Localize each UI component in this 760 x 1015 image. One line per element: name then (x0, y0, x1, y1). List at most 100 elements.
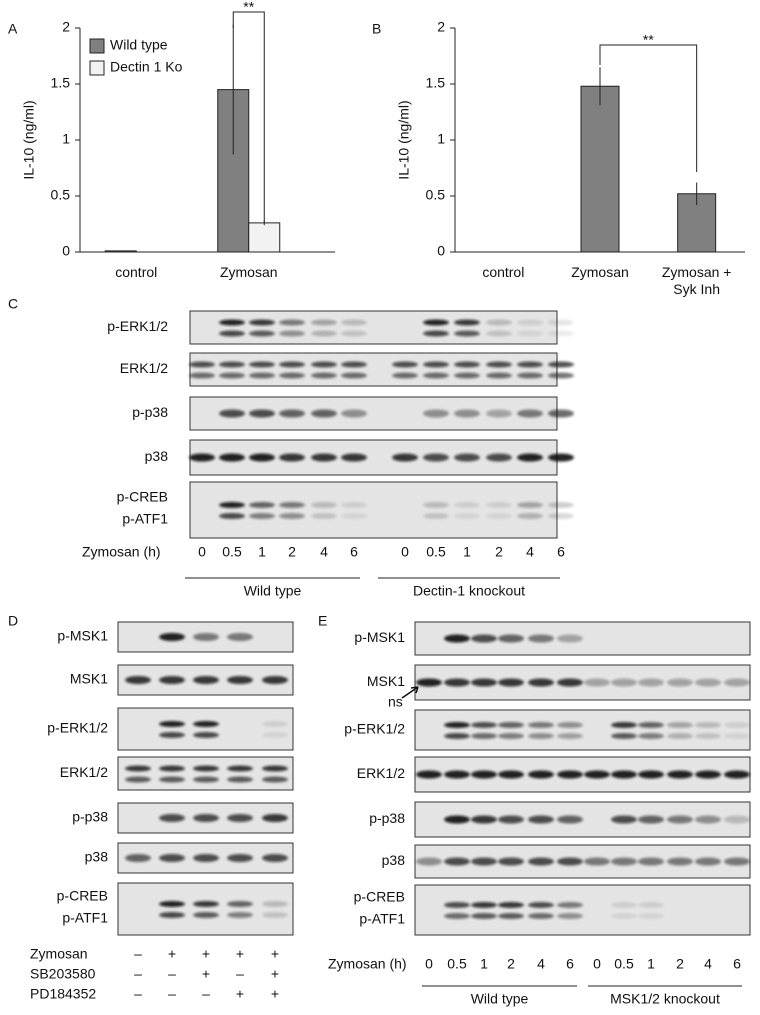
band (498, 815, 524, 824)
significance-label: ** (243, 0, 254, 15)
row-label: MSK1 (70, 671, 108, 687)
band (557, 678, 583, 687)
band (695, 815, 721, 824)
band (498, 634, 524, 643)
y-tick-label: 1 (62, 131, 70, 147)
band (471, 770, 497, 779)
band (528, 678, 554, 687)
band (517, 409, 543, 418)
row-label: p-ATF1 (62, 910, 108, 926)
band (444, 857, 470, 866)
band (125, 676, 151, 684)
y-tick-label: 1 (437, 131, 445, 147)
band (611, 902, 637, 908)
band (471, 857, 497, 866)
band (528, 913, 554, 919)
band (695, 733, 721, 739)
band (517, 502, 543, 508)
group-label: MSK1/2 knockout (610, 991, 720, 1007)
group-label: Wild type (244, 583, 302, 599)
band (193, 912, 219, 918)
band (219, 409, 245, 418)
band (498, 913, 524, 919)
time-label: Zymosan (h) (82, 544, 161, 560)
lane-label: 4 (526, 544, 534, 560)
band (548, 361, 574, 368)
treatment-label: PD184352 (30, 986, 96, 1002)
row-label: ERK1/2 (60, 764, 108, 780)
band (193, 854, 219, 862)
band (262, 721, 288, 727)
band (219, 361, 245, 368)
band (638, 902, 664, 908)
band (159, 721, 185, 727)
row-label: MSK1 (367, 673, 405, 689)
band (341, 513, 367, 519)
band (724, 857, 750, 866)
lane-label: 0 (425, 956, 433, 972)
band (249, 513, 275, 519)
band (471, 733, 497, 739)
y-tick-label: 1.5 (426, 75, 446, 91)
ns-label: ns (388, 694, 403, 710)
band (262, 854, 288, 862)
band (454, 319, 480, 326)
band (262, 814, 288, 822)
row-label: p-ERK1/2 (47, 720, 108, 736)
band (341, 453, 367, 462)
band (279, 409, 305, 418)
panel-letter: D (8, 613, 18, 629)
lane-label: 0.5 (426, 544, 446, 560)
band (416, 678, 442, 687)
band (219, 453, 245, 462)
legend-swatch (89, 60, 105, 76)
band (611, 722, 637, 728)
time-label: Zymosan (h) (328, 956, 407, 972)
treatment-label: SB203580 (30, 966, 96, 982)
band (724, 815, 750, 824)
band (486, 361, 512, 368)
band (724, 733, 750, 739)
band (262, 732, 288, 738)
lane-label: 0 (401, 544, 409, 560)
lane-label: 2 (495, 544, 503, 560)
y-tick-label: 0.5 (426, 187, 446, 203)
band (262, 676, 288, 684)
band (227, 633, 253, 641)
row-label: p-MSK1 (354, 629, 405, 645)
band (557, 902, 583, 908)
band (498, 770, 524, 779)
row-label: p-ERK1/2 (107, 318, 168, 334)
treatment-sign: – (202, 986, 210, 1002)
band (454, 513, 480, 519)
band (667, 733, 693, 739)
band (311, 409, 337, 418)
ns-arrow (401, 686, 419, 699)
band (454, 330, 480, 337)
band (638, 913, 664, 919)
row-label: p-ERK1/2 (344, 721, 405, 737)
lane-label: 1 (647, 956, 655, 972)
band (444, 733, 470, 739)
band (486, 453, 512, 462)
treatment-sign: + (236, 946, 244, 962)
treatment-sign: + (271, 946, 279, 962)
band (193, 776, 219, 783)
y-tick-label: 2 (62, 19, 70, 35)
treatment-sign: + (168, 946, 176, 962)
row-label: p-CREB (354, 889, 405, 905)
band (517, 513, 543, 519)
band (341, 330, 367, 337)
treatment-sign: + (236, 986, 244, 1002)
band (486, 409, 512, 418)
band (454, 502, 480, 508)
treatment-sign: – (168, 966, 176, 982)
band (454, 361, 480, 368)
band (279, 513, 305, 519)
band (159, 676, 185, 684)
band (159, 732, 185, 738)
band (517, 330, 543, 337)
band (695, 770, 721, 779)
band (471, 902, 497, 908)
band (262, 912, 288, 918)
